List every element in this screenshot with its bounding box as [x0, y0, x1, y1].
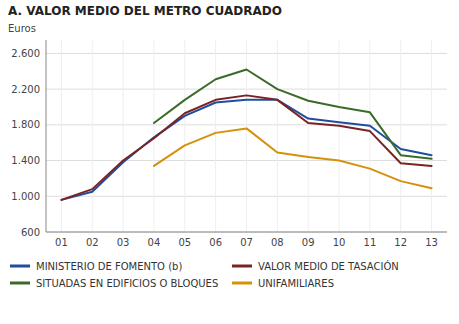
x-grid-line [277, 40, 278, 232]
y-tick-label: 1.000 [11, 191, 40, 202]
x-tick-label: 04 [148, 237, 161, 248]
legend-swatch [232, 265, 252, 268]
x-tick-label: 11 [364, 237, 377, 248]
x-tick-label: 07 [240, 237, 253, 248]
x-grid-line [92, 40, 93, 232]
x-grid-line [400, 40, 401, 232]
legend: MINISTERIO DE FOMENTO (b) VALOR MEDIO DE … [10, 260, 399, 289]
legend-swatch [10, 265, 30, 268]
legend-swatch [10, 282, 30, 285]
series-line [154, 128, 432, 188]
legend-label: UNIFAMILIARES [258, 278, 334, 289]
legend-swatch [232, 282, 252, 285]
x-grid-line [339, 40, 340, 232]
legend-label: VALOR MEDIO DE TASACIÓN [258, 260, 399, 272]
x-grid-line [369, 40, 370, 232]
y-tick-label: 1.400 [11, 155, 40, 166]
y-tick-label: 1.800 [11, 119, 40, 130]
legend-label: SITUADAS EN EDIFICIOS O BLOQUES [36, 278, 218, 289]
legend-label: MINISTERIO DE FOMENTO (b) [36, 261, 182, 272]
x-grid-line [215, 40, 216, 232]
x-tick-label: 13 [425, 237, 438, 248]
series-line [154, 69, 432, 158]
x-tick-label: 02 [86, 237, 99, 248]
x-grid-line [431, 40, 432, 232]
y-tick-label: 600 [21, 227, 40, 238]
x-tick-label: 08 [271, 237, 284, 248]
x-axis-line [46, 232, 447, 233]
x-grid-line [308, 40, 309, 232]
y-tick-label: 2.600 [11, 48, 40, 59]
series-line [61, 100, 431, 200]
x-tick-label: 06 [209, 237, 222, 248]
lines [61, 69, 431, 199]
y-grid-line [46, 232, 447, 233]
x-grid-line [61, 40, 62, 232]
x-tick-label: 01 [55, 237, 68, 248]
x-grid-line [123, 40, 124, 232]
x-tick-label: 03 [117, 237, 130, 248]
grid [46, 40, 447, 232]
title: A. VALOR MEDIO DEL METRO CUADRADO [8, 4, 282, 18]
y-axis-line [46, 40, 47, 232]
x-grid-line [184, 40, 185, 232]
series-line [61, 95, 431, 199]
x-tick-label: 09 [302, 237, 315, 248]
x-tick-label: 05 [178, 237, 191, 248]
y-tick-label: 2.200 [11, 84, 40, 95]
x-tick-label: 10 [333, 237, 346, 248]
x-tick-label: 12 [394, 237, 407, 248]
axes: 600 1.000 1.400 1.800 2.200 2.600 01 02 03 04 05 06… [11, 40, 447, 248]
chart: A. VALOR MEDIO DEL METRO CUADRADO Euros 60… [0, 0, 459, 324]
y-axis-label: Euros [8, 23, 36, 34]
